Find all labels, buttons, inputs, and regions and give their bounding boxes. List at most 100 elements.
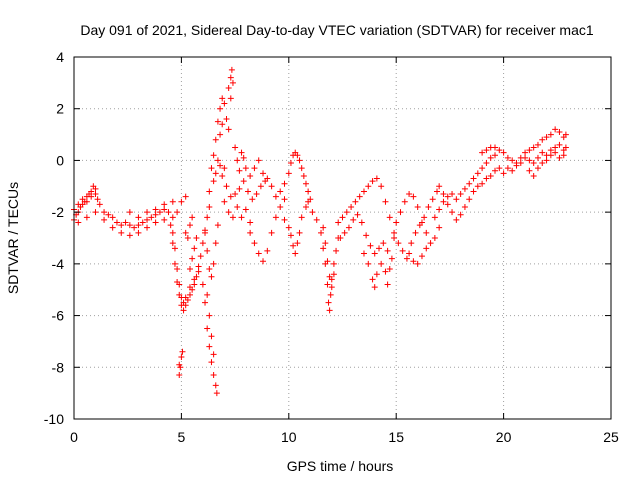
data-point [221,165,228,172]
data-point [219,172,226,179]
data-point [210,260,217,267]
data-point [212,170,219,177]
y-tick-label: -4 [52,256,65,272]
data-point [373,175,380,182]
data-point [225,126,232,133]
data-point [440,198,447,205]
data-point [294,152,301,159]
data-point [369,276,376,283]
data-point [122,219,129,226]
data-point [167,222,174,229]
data-point [474,183,481,190]
data-point [327,291,334,298]
x-tick-labels: 0 5 10 15 20 25 [70,429,619,445]
data-point [186,284,193,291]
data-point [534,154,541,161]
data-point [75,201,82,208]
data-point [365,183,372,190]
data-point [178,353,185,360]
data-point [101,216,108,223]
data-point [195,263,202,270]
data-point [526,147,533,154]
data-point [302,203,309,210]
data-point [543,134,550,141]
data-point [264,247,271,254]
data-point [238,214,245,221]
data-point [144,224,151,231]
data-point [176,281,183,288]
data-point [251,165,258,172]
data-point [242,165,249,172]
data-point [309,209,316,216]
data-point [386,214,393,221]
data-point [330,271,337,278]
data-point [214,118,221,125]
data-point [75,219,82,226]
data-point [227,74,234,81]
data-point [210,351,217,358]
data-point [378,260,385,267]
data-point [562,144,569,151]
data-point [79,196,86,203]
data-point [174,266,181,273]
data-point [208,165,215,172]
data-point [135,222,142,229]
data-point [348,203,355,210]
data-point [294,240,301,247]
data-point [148,214,155,221]
data-point [212,136,219,143]
data-point [382,198,389,205]
data-point [156,209,163,216]
data-point [206,343,213,350]
data-point [547,147,554,154]
data-point [212,240,219,247]
data-point [182,229,189,236]
data-point [431,214,438,221]
data-point [161,216,168,223]
data-point [213,390,220,397]
data-point [483,147,490,154]
data-point [328,284,335,291]
data-point [144,209,151,216]
data-point [496,165,503,172]
data-point [179,348,186,355]
data-point [410,258,417,265]
data-point [324,281,331,288]
data-point [513,162,520,169]
data-point [552,126,559,133]
data-point [453,216,460,223]
data-point [504,154,511,161]
data-point [360,250,367,257]
data-point [180,299,187,306]
data-point [240,178,247,185]
data-point [191,276,198,283]
data-point [444,193,451,200]
data-point [298,214,305,221]
data-point [539,160,546,167]
data-point [397,209,404,216]
data-point [318,229,325,236]
data-point [223,116,230,123]
data-point [264,175,271,182]
data-point [423,245,430,252]
data-point [182,193,189,200]
data-point [479,165,486,172]
data-point [161,206,168,213]
data-point [434,188,441,195]
data-point [184,235,191,241]
axis-ticks [73,56,612,420]
data-point [436,183,443,190]
data-point [552,144,559,151]
data-point [363,232,370,239]
data-point [388,255,395,262]
data-point [165,209,172,216]
data-point [305,188,312,195]
x-tick-label: 5 [178,429,186,445]
data-point [208,273,215,280]
data-point [236,167,243,174]
data-point [530,172,537,179]
chart-title: Day 091 of 2021, Sidereal Day-to-day VTE… [80,22,593,38]
data-point [296,229,303,236]
data-point [335,219,342,226]
data-point [171,260,178,267]
